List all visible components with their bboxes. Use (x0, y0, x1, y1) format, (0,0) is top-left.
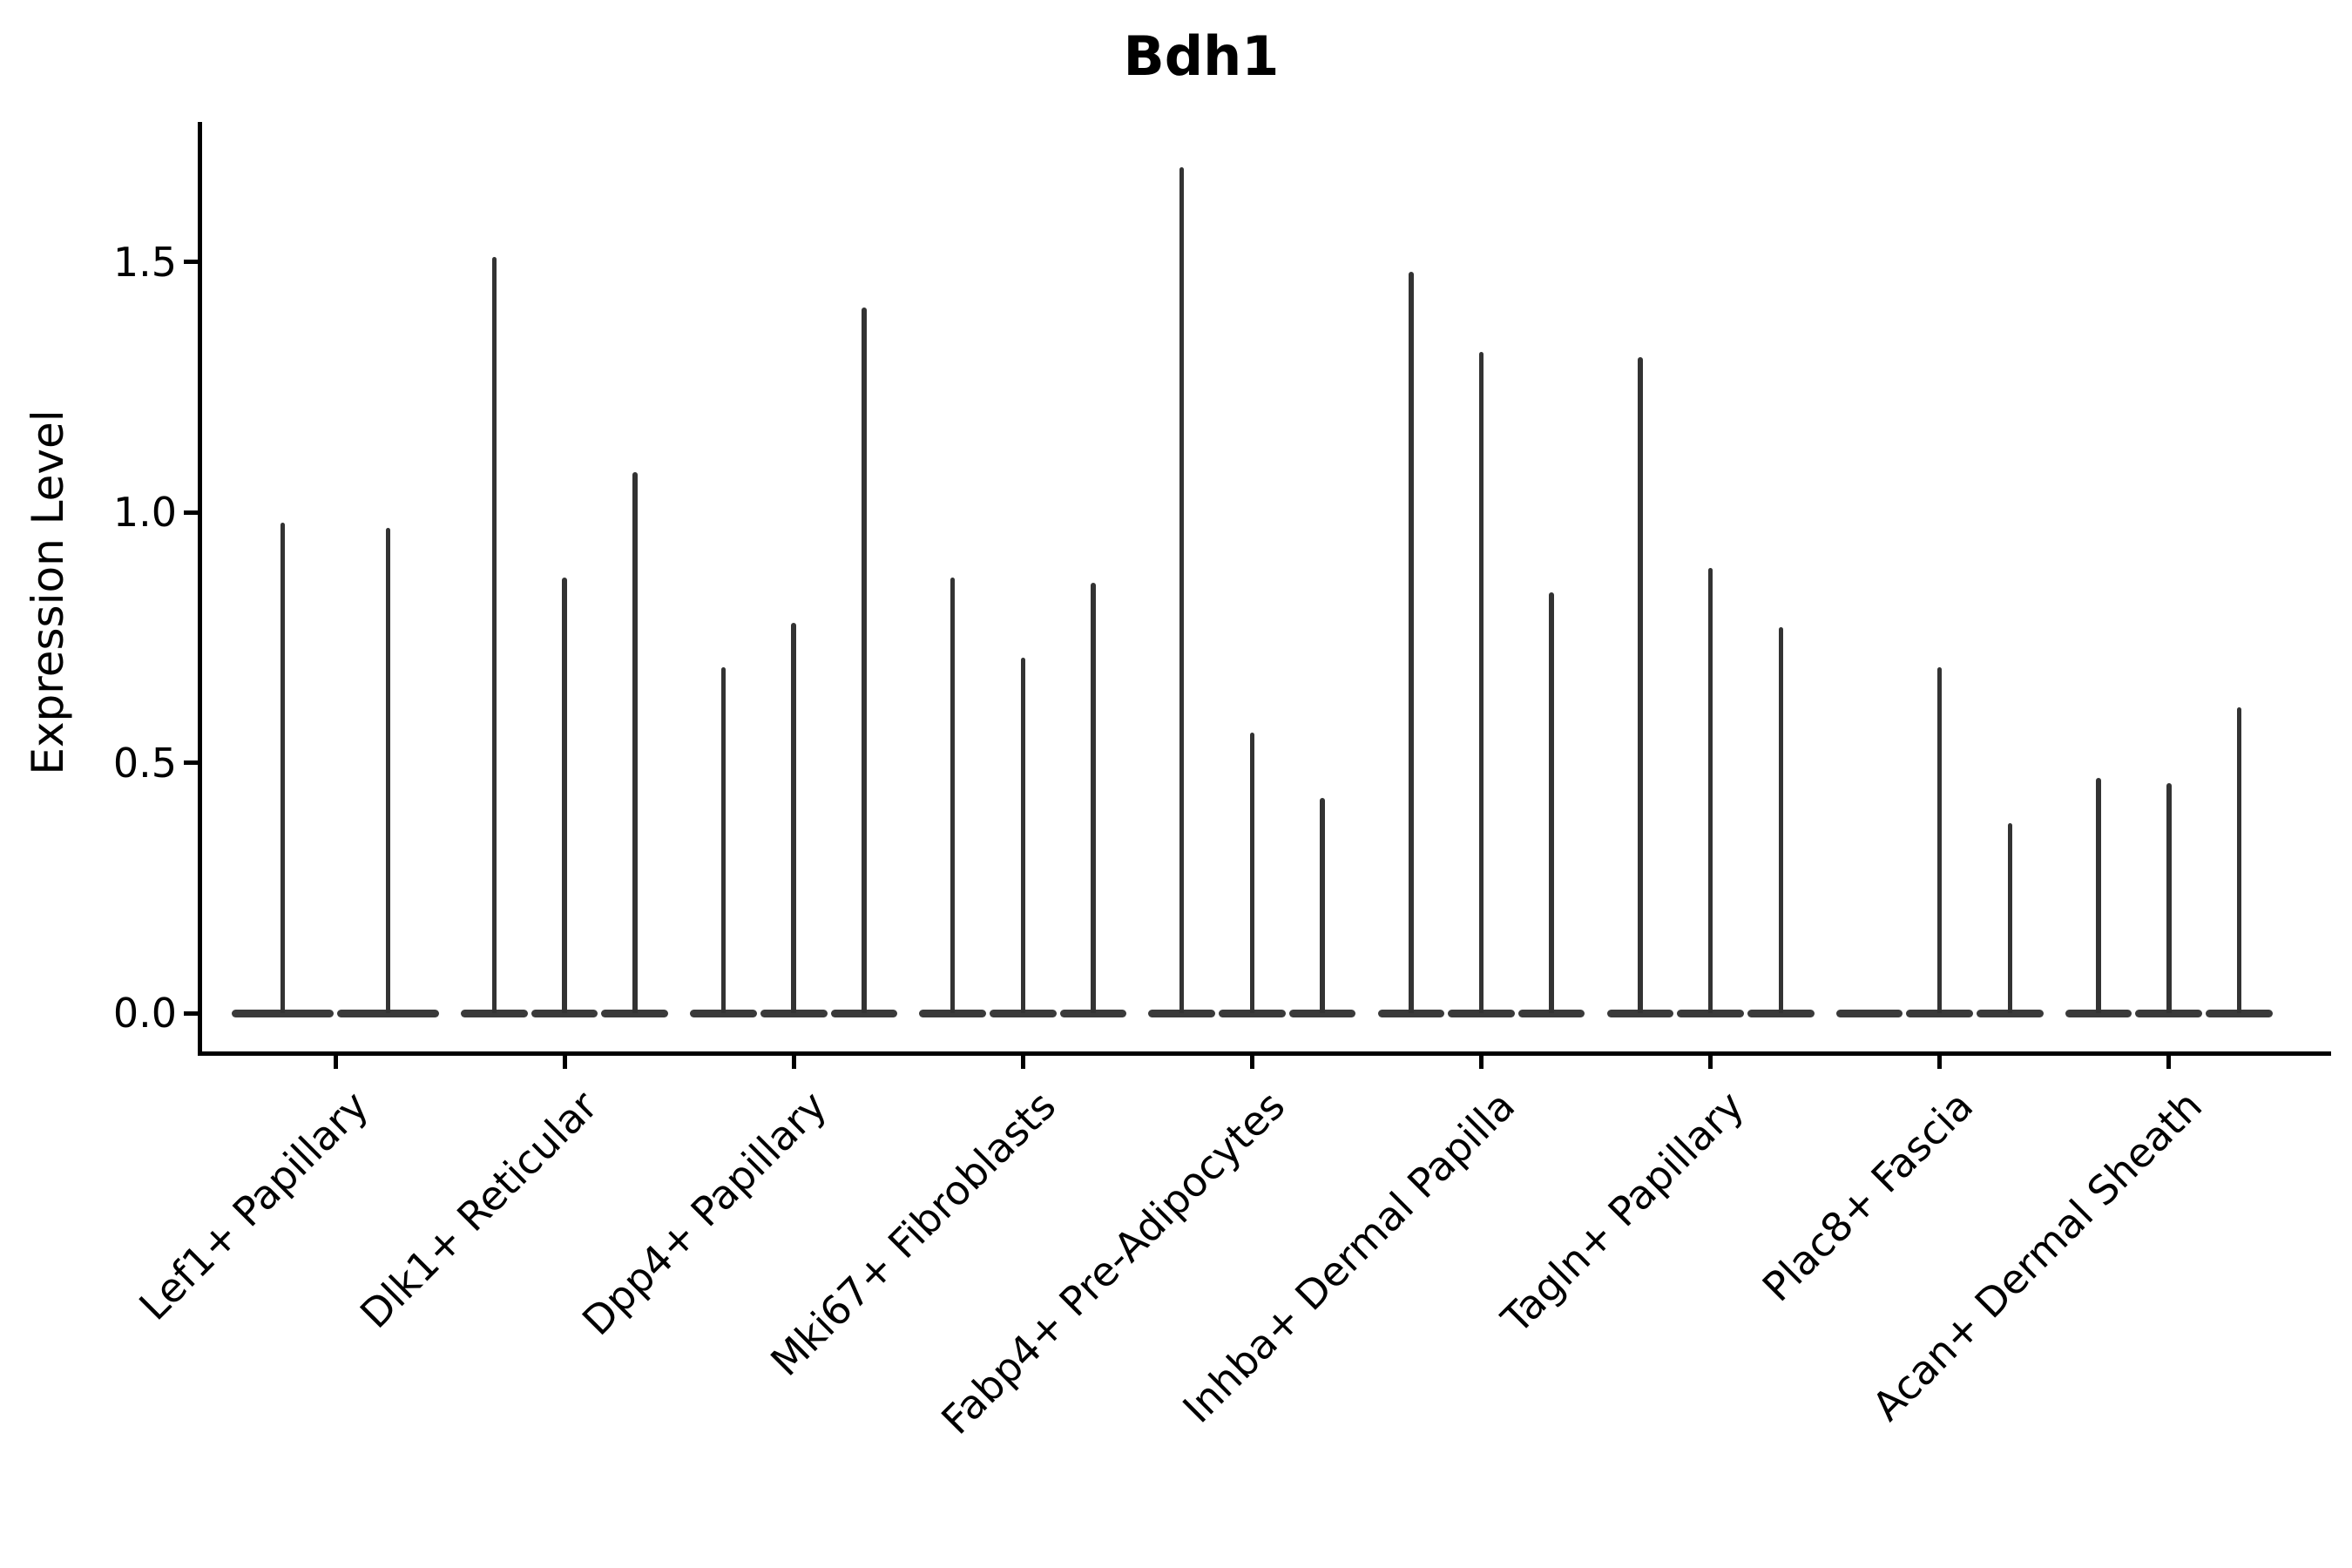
x-tick-mark (562, 1052, 567, 1069)
violin-base (989, 1009, 1057, 1017)
y-axis-spine (198, 122, 202, 1056)
x-tick-label: Dlk1+ Reticular (351, 1082, 607, 1338)
violin-base (1606, 1009, 1674, 1017)
y-axis-label: Expression Level (23, 409, 73, 775)
violin-spike (1020, 657, 1026, 1013)
chart-title: Bdh1 (1123, 24, 1280, 88)
violin-spike (632, 472, 638, 1013)
y-tick-mark (184, 510, 199, 515)
violin-spike (385, 527, 391, 1013)
x-tick-mark (1249, 1052, 1254, 1069)
violin-spike (1249, 733, 1255, 1013)
violin-spike (562, 578, 567, 1013)
violin-spike (1936, 667, 1943, 1013)
y-tick-label: 1.5 (112, 238, 177, 286)
violin-spike (862, 307, 867, 1013)
violin-base (1835, 1009, 1903, 1017)
violin-spike (1707, 567, 1713, 1013)
violin-spike (1320, 797, 1325, 1013)
y-tick-mark (184, 760, 199, 766)
violin-base (1747, 1009, 1815, 1017)
x-tick-mark (791, 1052, 796, 1069)
violin-base (1677, 1009, 1744, 1017)
violin-spike (1179, 166, 1185, 1013)
violin-spike (1478, 352, 1484, 1013)
violin-spike (950, 578, 956, 1013)
violin-base (531, 1009, 598, 1017)
x-tick-label: Tagln+ Papillary (1491, 1082, 1753, 1342)
violin-base (2065, 1009, 2132, 1017)
y-tick-label: 0.0 (112, 990, 177, 1037)
x-tick-mark (1708, 1052, 1713, 1069)
violin-base (1219, 1009, 1286, 1017)
violin-base (1448, 1009, 1515, 1017)
violin-base (1906, 1009, 1974, 1017)
violin-base (1288, 1009, 1356, 1017)
x-tick-mark (2166, 1052, 2172, 1069)
violin-spike (791, 622, 796, 1013)
violin-base (760, 1009, 828, 1017)
x-tick-label: Acan+ Dermal Sheath (1862, 1082, 2211, 1430)
violin-base (919, 1009, 986, 1017)
x-tick-label: Dpp4+ Papillary (573, 1082, 836, 1345)
violin-base (337, 1009, 439, 1017)
violin-spike (280, 522, 286, 1013)
violin-spike (1549, 592, 1554, 1013)
violin-spike (2236, 707, 2242, 1013)
x-tick-label: Plac8+ Fascia (1753, 1082, 1982, 1311)
x-tick-label: Fabp4+ Pre-Adipocytes (932, 1082, 1294, 1443)
violin-base (1517, 1009, 1585, 1017)
y-tick-label: 1.0 (112, 489, 177, 537)
violin-spike (1778, 627, 1784, 1013)
x-tick-mark (1020, 1052, 1025, 1069)
violin-spike (2096, 777, 2101, 1013)
violin-spike (2007, 822, 2013, 1013)
violin-spike (1409, 272, 1414, 1013)
violin-base (690, 1009, 757, 1017)
violin-base (2135, 1009, 2203, 1017)
violin-spike (491, 257, 497, 1013)
violin-base (1377, 1009, 1445, 1017)
x-tick-mark (1937, 1052, 1943, 1069)
x-tick-label: Mki67+ Fibroblasts (761, 1082, 1065, 1385)
x-tick-mark (1479, 1052, 1484, 1069)
violin-base (601, 1009, 669, 1017)
x-tick-mark (333, 1052, 338, 1069)
violin-base (232, 1009, 334, 1017)
violin-spike (1638, 357, 1643, 1013)
violin-base (2206, 1009, 2273, 1017)
violin-base (1148, 1009, 1216, 1017)
violin-spike (1091, 582, 1096, 1013)
x-tick-label: Inhba+ Dermal Papilla (1173, 1082, 1524, 1432)
violin-base (461, 1009, 528, 1017)
violin-spike (2166, 782, 2172, 1013)
x-axis-spine (198, 1051, 2331, 1056)
violin-spike (720, 667, 727, 1013)
violin-base (1977, 1009, 2044, 1017)
violin-base (830, 1009, 898, 1017)
y-tick-mark (184, 260, 199, 265)
x-tick-label: Lef1+ Papillary (130, 1082, 378, 1329)
violin-base (1059, 1009, 1127, 1017)
y-tick-mark (184, 1010, 199, 1016)
y-tick-label: 0.5 (112, 739, 177, 787)
